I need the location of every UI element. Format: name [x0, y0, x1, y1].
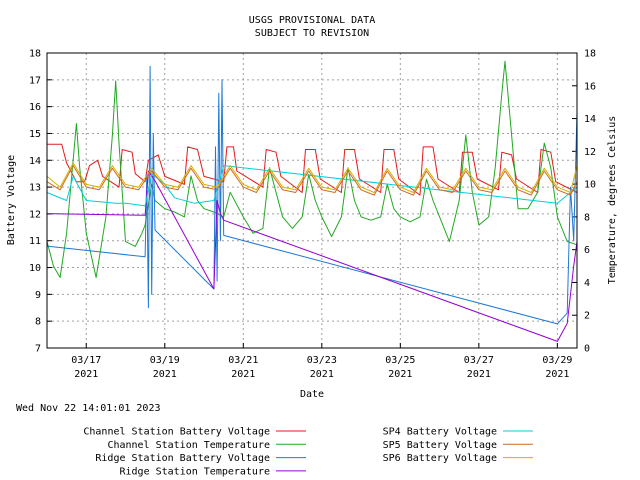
timestamp: Wed Nov 22 14:01:01 2023: [16, 403, 161, 414]
y-tick-label: 13: [29, 183, 41, 194]
legend: Channel Station Battery Voltage Channel S…: [83, 427, 533, 477]
plot-frame: [46, 52, 578, 349]
y-tick-label: 7: [35, 344, 41, 355]
y2-tick-label: 8: [584, 212, 590, 223]
y2-tick-label: 16: [584, 81, 596, 92]
legend-label-sp6-battery-voltage: SP6 Battery Voltage: [383, 453, 497, 464]
y-tick-label: 10: [29, 263, 41, 274]
legend-label-sp5-battery-voltage: SP5 Battery Voltage: [383, 440, 497, 451]
x-tick-year-label: 2021: [231, 369, 255, 380]
legend-label-ridge-station-temperature: Ridge Station Temperature: [119, 466, 270, 477]
y2-axis-label: Temperature, degrees Celsius: [607, 116, 618, 285]
y-tick-label: 14: [29, 156, 41, 167]
series-sp4-battery-voltageline: [46, 165, 578, 207]
x-tick-label: 03/23: [307, 355, 337, 366]
x-tick-label: 03/19: [150, 355, 180, 366]
x-tick-year-label: 2021: [388, 369, 412, 380]
y2-tick-label: 6: [584, 245, 590, 256]
y2-tick-label: 12: [584, 147, 596, 158]
legend-label-sp4-battery-voltage: SP4 Battery Voltage: [383, 427, 497, 438]
x-tick-label: 03/25: [385, 355, 415, 366]
series-ridge-station-temperatureline: [46, 170, 578, 342]
y2-tick-label: 18: [584, 49, 596, 60]
series-channel-station-battery-voltageline: [47, 143, 578, 196]
series-channel-station-temperatureline: [46, 60, 578, 278]
x-tick-year-label: 2021: [467, 369, 491, 380]
y-tick-label: 17: [29, 75, 41, 86]
y-tick-label: 11: [29, 236, 41, 247]
axes: 7 8 9 10 11 12 13 14 15 16 17 18 0 2 4 6 8 10 12 14 16 18 03/1…: [29, 49, 596, 381]
legend-label-channel-station-temperature: Channel Station Temperature: [107, 440, 270, 451]
y-tick-label: 8: [35, 317, 41, 328]
x-axis-label: Date: [300, 389, 324, 400]
x-tick-label: 03/27: [464, 355, 494, 366]
y-axis-label: Battery Voltage: [6, 155, 17, 245]
legend-label-channel-station-battery-voltage: Channel Station Battery Voltage: [83, 427, 270, 438]
x-tick-year-label: 2021: [74, 369, 98, 380]
y-tick-label: 16: [29, 102, 41, 113]
grid: [47, 53, 577, 348]
series-sp5-battery-voltageline: [46, 165, 578, 196]
chart-title: USGS PROVISIONAL DATA: [249, 15, 375, 26]
series-lines: [46, 60, 578, 342]
y-tick-label: 18: [29, 49, 41, 60]
y2-tick-label: 14: [584, 114, 596, 125]
series-ridge-station-battery-voltageline: [46, 65, 578, 325]
series-sp6-battery-voltageline: [46, 162, 578, 193]
y2-tick-label: 10: [584, 180, 596, 191]
x-tick-label: 03/17: [71, 355, 101, 366]
chart-subtitle: SUBJECT TO REVISION: [255, 28, 369, 39]
x-tick-year-label: 2021: [310, 369, 334, 380]
y-tick-label: 15: [29, 129, 41, 140]
y-tick-label: 9: [35, 290, 41, 301]
y-tick-label: 12: [29, 209, 41, 220]
x-tick-label: 03/21: [228, 355, 258, 366]
x-tick-year-label: 2021: [545, 369, 569, 380]
y2-tick-label: 4: [584, 278, 590, 289]
legend-label-ridge-station-battery-voltage: Ridge Station Battery Voltage: [95, 453, 270, 464]
x-tick-year-label: 2021: [153, 369, 177, 380]
y2-tick-label: 0: [584, 344, 590, 355]
x-tick-label: 03/29: [542, 355, 572, 366]
y2-tick-label: 2: [584, 311, 590, 322]
